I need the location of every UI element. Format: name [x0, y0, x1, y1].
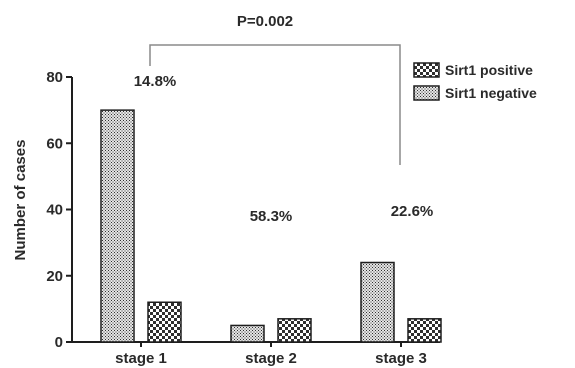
legend-swatch-positive — [413, 62, 440, 78]
p-value-label: P=0.002 — [237, 13, 293, 30]
percentage-label-stage-2: 58.3% — [250, 208, 293, 225]
y-tick-label: 80 — [46, 69, 63, 86]
legend-label-positive: Sirt1 positive — [445, 62, 533, 78]
legend-swatch-negative — [413, 85, 440, 101]
x-tick-label: stage 3 — [375, 350, 427, 367]
bar-positive-1 — [147, 301, 182, 343]
bar-positive-3 — [407, 318, 442, 343]
y-axis-label: Number of cases — [12, 140, 29, 261]
x-tick-label: stage 1 — [115, 350, 167, 367]
bar-negative-1 — [100, 109, 135, 343]
legend-label-negative: Sirt1 negative — [445, 85, 537, 101]
bar-positive-2 — [277, 318, 312, 343]
legend: Sirt1 positive Sirt1 negative — [413, 62, 537, 101]
bars — [100, 109, 442, 343]
bar-negative-3 — [360, 261, 395, 343]
y-tick-label: 20 — [46, 268, 63, 285]
y-tick-label: 0 — [55, 334, 63, 351]
significance-bracket — [149, 44, 401, 165]
bar-negative-2 — [230, 324, 265, 343]
tick-labels: 0 20 40 60 80 stage 1 stage 2 stage 3 — [46, 69, 427, 367]
percentage-label-stage-1: 14.8% — [134, 73, 177, 90]
y-tick-label: 60 — [46, 135, 63, 152]
y-tick-label: 40 — [46, 202, 63, 219]
percentage-label-stage-3: 22.6% — [391, 203, 434, 220]
x-tick-label: stage 2 — [245, 350, 297, 367]
